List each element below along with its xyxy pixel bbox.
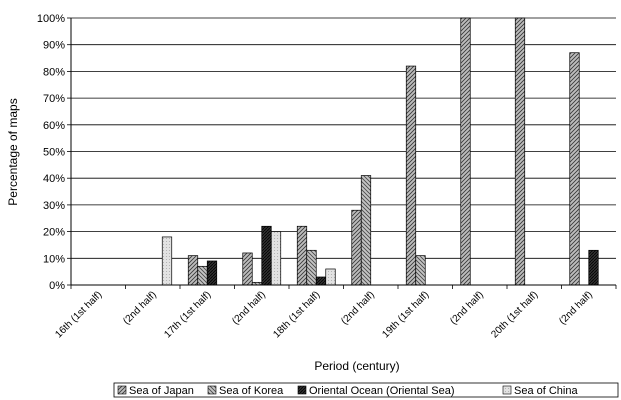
bar <box>206 260 218 286</box>
legend-swatch <box>297 385 307 395</box>
bar <box>514 17 526 286</box>
x-tick-label: (2nd half) <box>339 289 377 327</box>
legend-label: Sea of Korea <box>219 385 284 397</box>
x-tick-label: (2nd half) <box>121 289 159 327</box>
x-tick-label: 20th (1st half) <box>489 289 540 340</box>
legend-box <box>113 382 619 398</box>
legend-swatch <box>502 385 512 395</box>
x-tick-label: 19th (1st half) <box>380 289 431 340</box>
bar <box>187 255 199 286</box>
bar <box>360 175 372 286</box>
x-tick-label: (2nd half) <box>230 289 268 327</box>
bar <box>242 252 253 286</box>
bar <box>415 255 426 286</box>
bar <box>405 65 417 286</box>
y-axis-label: Percentage of maps <box>6 98 20 205</box>
bar <box>261 225 272 286</box>
bar <box>296 225 308 286</box>
bar <box>325 268 336 286</box>
x-tick-label: 18th (1st half) <box>271 289 322 340</box>
legend: Sea of Japan Sea of Korea Oriental Ocean (… <box>113 382 619 398</box>
y-tick-label: 50% <box>43 147 65 159</box>
legend-label: Sea of China <box>514 385 578 397</box>
bar <box>588 249 599 286</box>
y-tick-label: 0% <box>49 280 65 292</box>
x-axis-ticks: 16th (1st half) (2nd half) 17th (1st half)… <box>53 285 617 340</box>
x-tick-label: (2nd half) <box>557 289 595 327</box>
y-tick-label: 80% <box>43 66 65 78</box>
y-tick-label: 20% <box>43 227 65 239</box>
x-axis-label: Period (century) <box>314 359 399 373</box>
bar <box>315 276 327 286</box>
y-tick-label: 90% <box>43 40 65 52</box>
bar <box>569 52 580 286</box>
y-axis-ticks: 0% 10% 20% 30% 40% 50% 60% 70% 80% 90% 100% <box>37 13 71 292</box>
legend-label: Oriental Ocean (Oriental Sea) <box>309 385 455 397</box>
x-tick-label: 16th (1st half) <box>53 289 104 340</box>
bar <box>270 231 282 286</box>
bar <box>161 236 173 286</box>
bar <box>351 209 362 286</box>
legend-swatch <box>117 385 127 395</box>
bar <box>460 17 471 286</box>
y-tick-label: 30% <box>43 200 65 212</box>
bar <box>306 249 317 286</box>
y-tick-label: 70% <box>43 93 65 105</box>
legend-swatch <box>207 385 217 395</box>
bars <box>161 17 599 286</box>
x-tick-label: (2nd half) <box>448 289 486 327</box>
y-tick-label: 40% <box>43 173 65 185</box>
y-tick-label: 100% <box>37 13 65 25</box>
legend-label: Sea of Japan <box>129 385 194 397</box>
y-tick-label: 10% <box>43 253 65 265</box>
gridlines <box>71 17 616 259</box>
y-tick-label: 60% <box>43 120 65 132</box>
bar <box>197 265 208 286</box>
x-tick-label: 17th (1st half) <box>162 289 213 340</box>
